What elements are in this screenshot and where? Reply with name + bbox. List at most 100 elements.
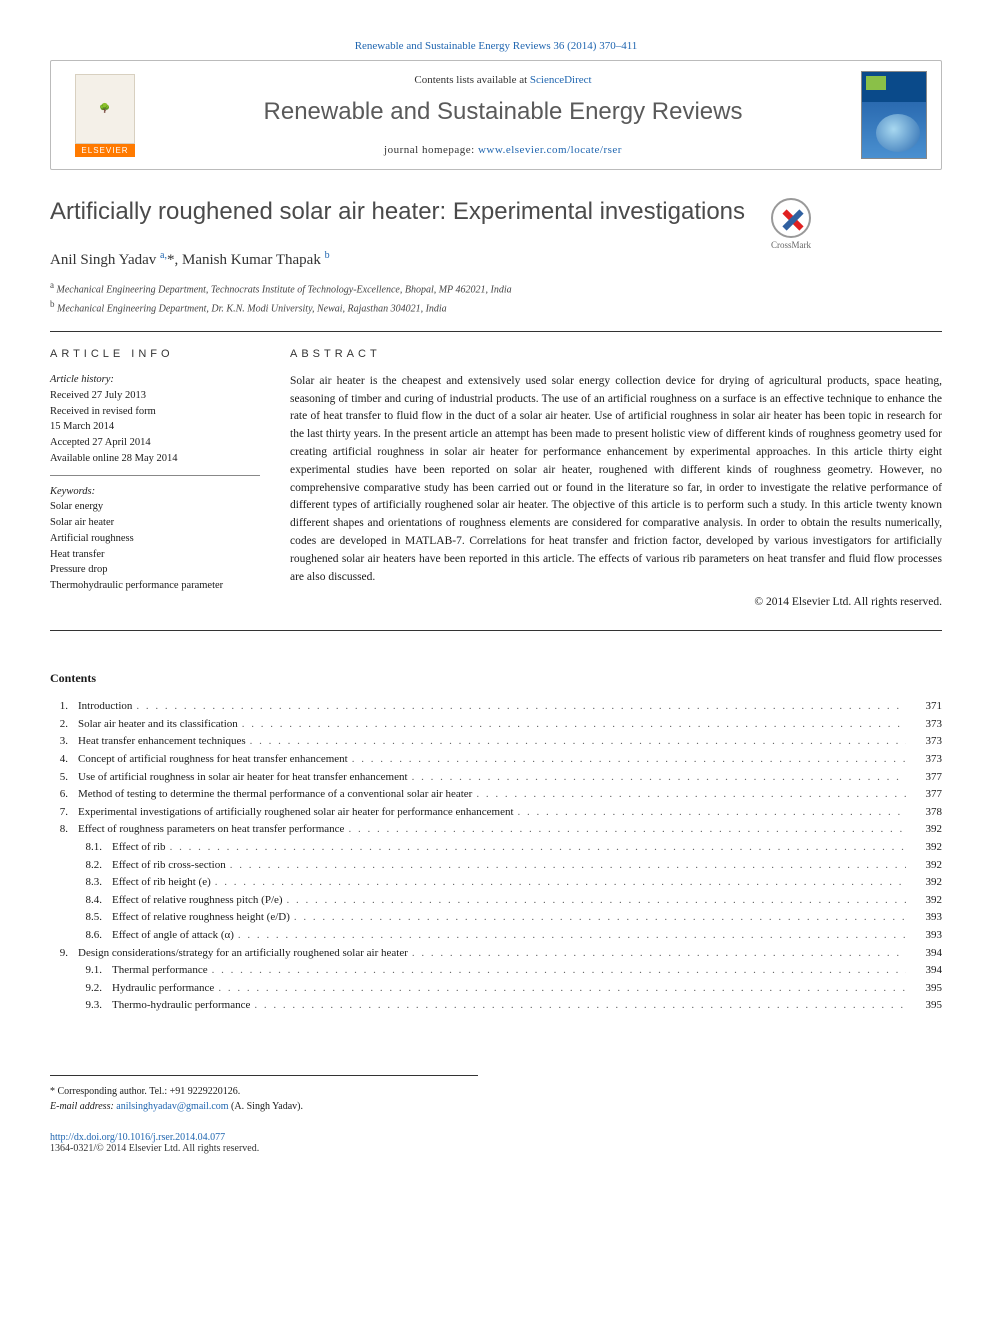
toc-page: 392 [910, 821, 942, 839]
toc-leader-dots [348, 821, 906, 839]
history-line: Available online 28 May 2014 [50, 451, 260, 467]
toc-number: 9.2. [50, 980, 112, 998]
toc-row[interactable]: 9.1.Thermal performance394 [50, 962, 942, 980]
toc-page: 393 [910, 909, 942, 927]
toc-page: 373 [910, 751, 942, 769]
doi-link[interactable]: http://dx.doi.org/10.1016/j.rser.2014.04… [50, 1132, 225, 1143]
toc-number: 1. [50, 698, 78, 716]
toc-row[interactable]: 3.Heat transfer enhancement techniques 37… [50, 733, 942, 751]
toc-leader-dots [212, 962, 906, 980]
toc-number: 8.6. [50, 927, 112, 945]
toc-label: Effect of roughness parameters on heat t… [78, 821, 344, 839]
toc-label: Design considerations/strategy for an ar… [78, 945, 408, 963]
toc-number: 8.1. [50, 839, 112, 857]
keyword-line: Heat transfer [50, 547, 260, 563]
keyword-line: Pressure drop [50, 562, 260, 578]
toc-page: 392 [910, 874, 942, 892]
toc-page: 371 [910, 698, 942, 716]
toc-label: Use of artificial roughness in solar air… [78, 769, 408, 787]
toc-page: 394 [910, 945, 942, 963]
toc-leader-dots [352, 751, 906, 769]
toc-label: Heat transfer enhancement techniques [78, 733, 246, 751]
elsevier-tree-icon: 🌳 [75, 74, 135, 144]
affiliation-line: a Mechanical Engineering Department, Tec… [50, 279, 942, 298]
publisher-name: ELSEVIER [75, 144, 135, 157]
toc-row[interactable]: 9.Design considerations/strategy for an … [50, 945, 942, 963]
publisher-logo[interactable]: 🌳 ELSEVIER [65, 74, 145, 157]
toc-leader-dots [287, 892, 906, 910]
toc-row[interactable]: 4.Concept of artificial roughness for he… [50, 751, 942, 769]
toc-row[interactable]: 1.Introduction 371 [50, 698, 942, 716]
journal-homepage-line: journal homepage: www.elsevier.com/locat… [161, 144, 845, 156]
toc-leader-dots [230, 857, 906, 875]
toc-label: Hydraulic performance [112, 980, 214, 998]
toc-page: 373 [910, 733, 942, 751]
toc-leader-dots [215, 874, 906, 892]
toc-row[interactable]: 8.5.Effect of relative roughness height … [50, 909, 942, 927]
journal-header: 🌳 ELSEVIER Contents lists available at S… [50, 60, 942, 170]
doi-block: http://dx.doi.org/10.1016/j.rser.2014.04… [50, 1132, 942, 1154]
toc-label: Effect of rib height (e) [112, 874, 211, 892]
authors-line: Anil Singh Yadav a,*, Manish Kumar Thapa… [50, 250, 942, 269]
toc-page: 377 [910, 769, 942, 787]
toc-leader-dots [476, 786, 906, 804]
toc-label: Effect of rib cross-section [112, 857, 226, 875]
article-title: Artificially roughened solar air heater:… [50, 198, 745, 226]
toc-number: 9.3. [50, 997, 112, 1015]
issn-copyright-line: 1364-0321/© 2014 Elsevier Ltd. All right… [50, 1143, 259, 1154]
toc-row[interactable]: 8.4.Effect of relative roughness pitch (… [50, 892, 942, 910]
toc-row[interactable]: 8.2.Effect of rib cross-section 392 [50, 857, 942, 875]
toc-label: Solar air heater and its classification [78, 716, 238, 734]
toc-row[interactable]: 9.2.Hydraulic performance395 [50, 980, 942, 998]
toc-row[interactable]: 7.Experimental investigations of artific… [50, 804, 942, 822]
toc-row[interactable]: 6.Method of testing to determine the the… [50, 786, 942, 804]
toc-row[interactable]: 9.3.Thermo-hydraulic performance395 [50, 997, 942, 1015]
toc-number: 9.1. [50, 962, 112, 980]
history-line: Received in revised form [50, 404, 260, 420]
toc-row[interactable]: 8.1.Effect of rib 392 [50, 839, 942, 857]
toc-page: 392 [910, 892, 942, 910]
toc-number: 8.4. [50, 892, 112, 910]
history-line: 15 March 2014 [50, 419, 260, 435]
contents-heading: Contents [50, 671, 942, 686]
toc-page: 377 [910, 786, 942, 804]
corresponding-author-block: * Corresponding author. Tel.: +91 922922… [50, 1075, 478, 1114]
toc-row[interactable]: 8.3.Effect of rib height (e) 392 [50, 874, 942, 892]
toc-row[interactable]: 8.Effect of roughness parameters on heat… [50, 821, 942, 839]
toc-number: 4. [50, 751, 78, 769]
toc-page: 392 [910, 839, 942, 857]
toc-leader-dots [412, 945, 906, 963]
toc-label: Introduction [78, 698, 132, 716]
corresponding-email-link[interactable]: anilsinghyadav@gmail.com [116, 1101, 228, 1112]
keyword-line: Solar energy [50, 499, 260, 515]
affiliation-line: b Mechanical Engineering Department, Dr.… [50, 298, 942, 317]
toc-row[interactable]: 5.Use of artificial roughness in solar a… [50, 769, 942, 787]
article-info-heading: ARTICLE INFO [50, 346, 260, 363]
journal-issue-line[interactable]: Renewable and Sustainable Energy Reviews… [50, 40, 942, 52]
keyword-line: Thermohydraulic performance parameter [50, 578, 260, 594]
toc-leader-dots [218, 980, 906, 998]
toc-number: 8.2. [50, 857, 112, 875]
toc-row[interactable]: 8.6.Effect of angle of attack (α)393 [50, 927, 942, 945]
email-label: E-mail address: [50, 1101, 114, 1112]
toc-leader-dots [412, 769, 906, 787]
journal-homepage-link[interactable]: www.elsevier.com/locate/rser [478, 144, 622, 156]
toc-number: 6. [50, 786, 78, 804]
toc-leader-dots [518, 804, 906, 822]
toc-number: 8.3. [50, 874, 112, 892]
corresponding-line: * Corresponding author. Tel.: +91 922922… [50, 1084, 478, 1099]
journal-cover-icon[interactable] [861, 71, 927, 159]
toc-label: Effect of rib [112, 839, 166, 857]
history-line: Accepted 27 April 2014 [50, 435, 260, 451]
toc-label: Thermo-hydraulic performance [112, 997, 250, 1015]
toc-row[interactable]: 2.Solar air heater and its classificatio… [50, 716, 942, 734]
sciencedirect-link[interactable]: ScienceDirect [530, 74, 592, 86]
toc-number: 3. [50, 733, 78, 751]
keyword-line: Artificial roughness [50, 531, 260, 547]
toc-leader-dots [250, 733, 906, 751]
toc-number: 8.5. [50, 909, 112, 927]
toc-page: 392 [910, 857, 942, 875]
toc-label: Method of testing to determine the therm… [78, 786, 472, 804]
toc-label: Effect of angle of attack (α) [112, 927, 234, 945]
crossmark-badge[interactable]: CrossMark [761, 198, 821, 250]
